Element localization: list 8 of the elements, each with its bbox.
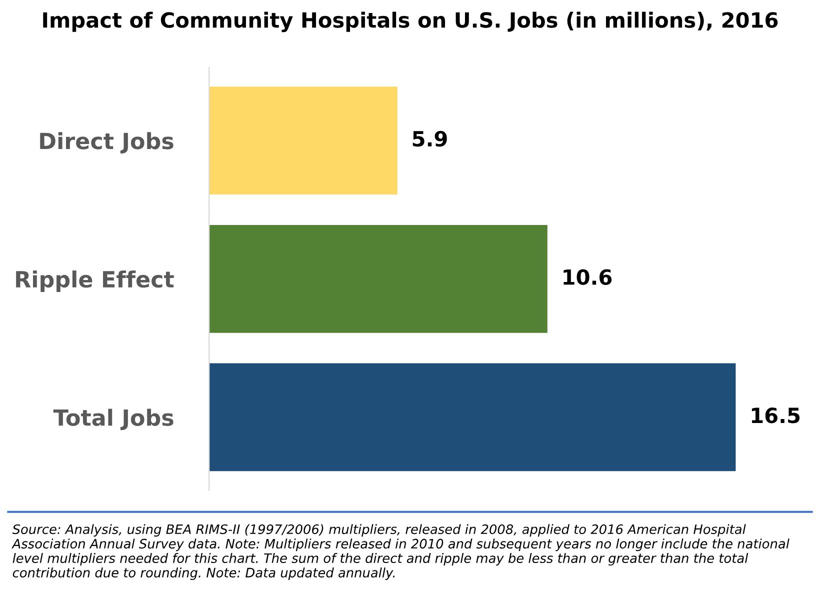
y-tick-label: Ripple Effect [16,270,174,292]
data-label: 10.6 [564,269,612,285]
y-tick-label: Total Jobs [53,408,174,430]
y-tick-label: Direct Jobs [40,132,174,154]
source-note: Source: Analysis, using BEA RIMS-II (1997/2006) multipliers, released in 2008, applied to 2016 American Hospital Association Annual Survey data. Note: Multipliers released in 2010 and subsequent years no longer include the national level multipliers needed for this chart. The sum of the direct and ripple may be less than or greater than the total contribution due to rounding. Note: Data updated annually. [12,524,790,580]
data-label: 5.9 [412,130,447,147]
data-label: 16.5 [752,408,800,424]
chart-title: Impact of Community Hospitals on U.S. Jobs (in millions), 2016 [43,12,778,32]
